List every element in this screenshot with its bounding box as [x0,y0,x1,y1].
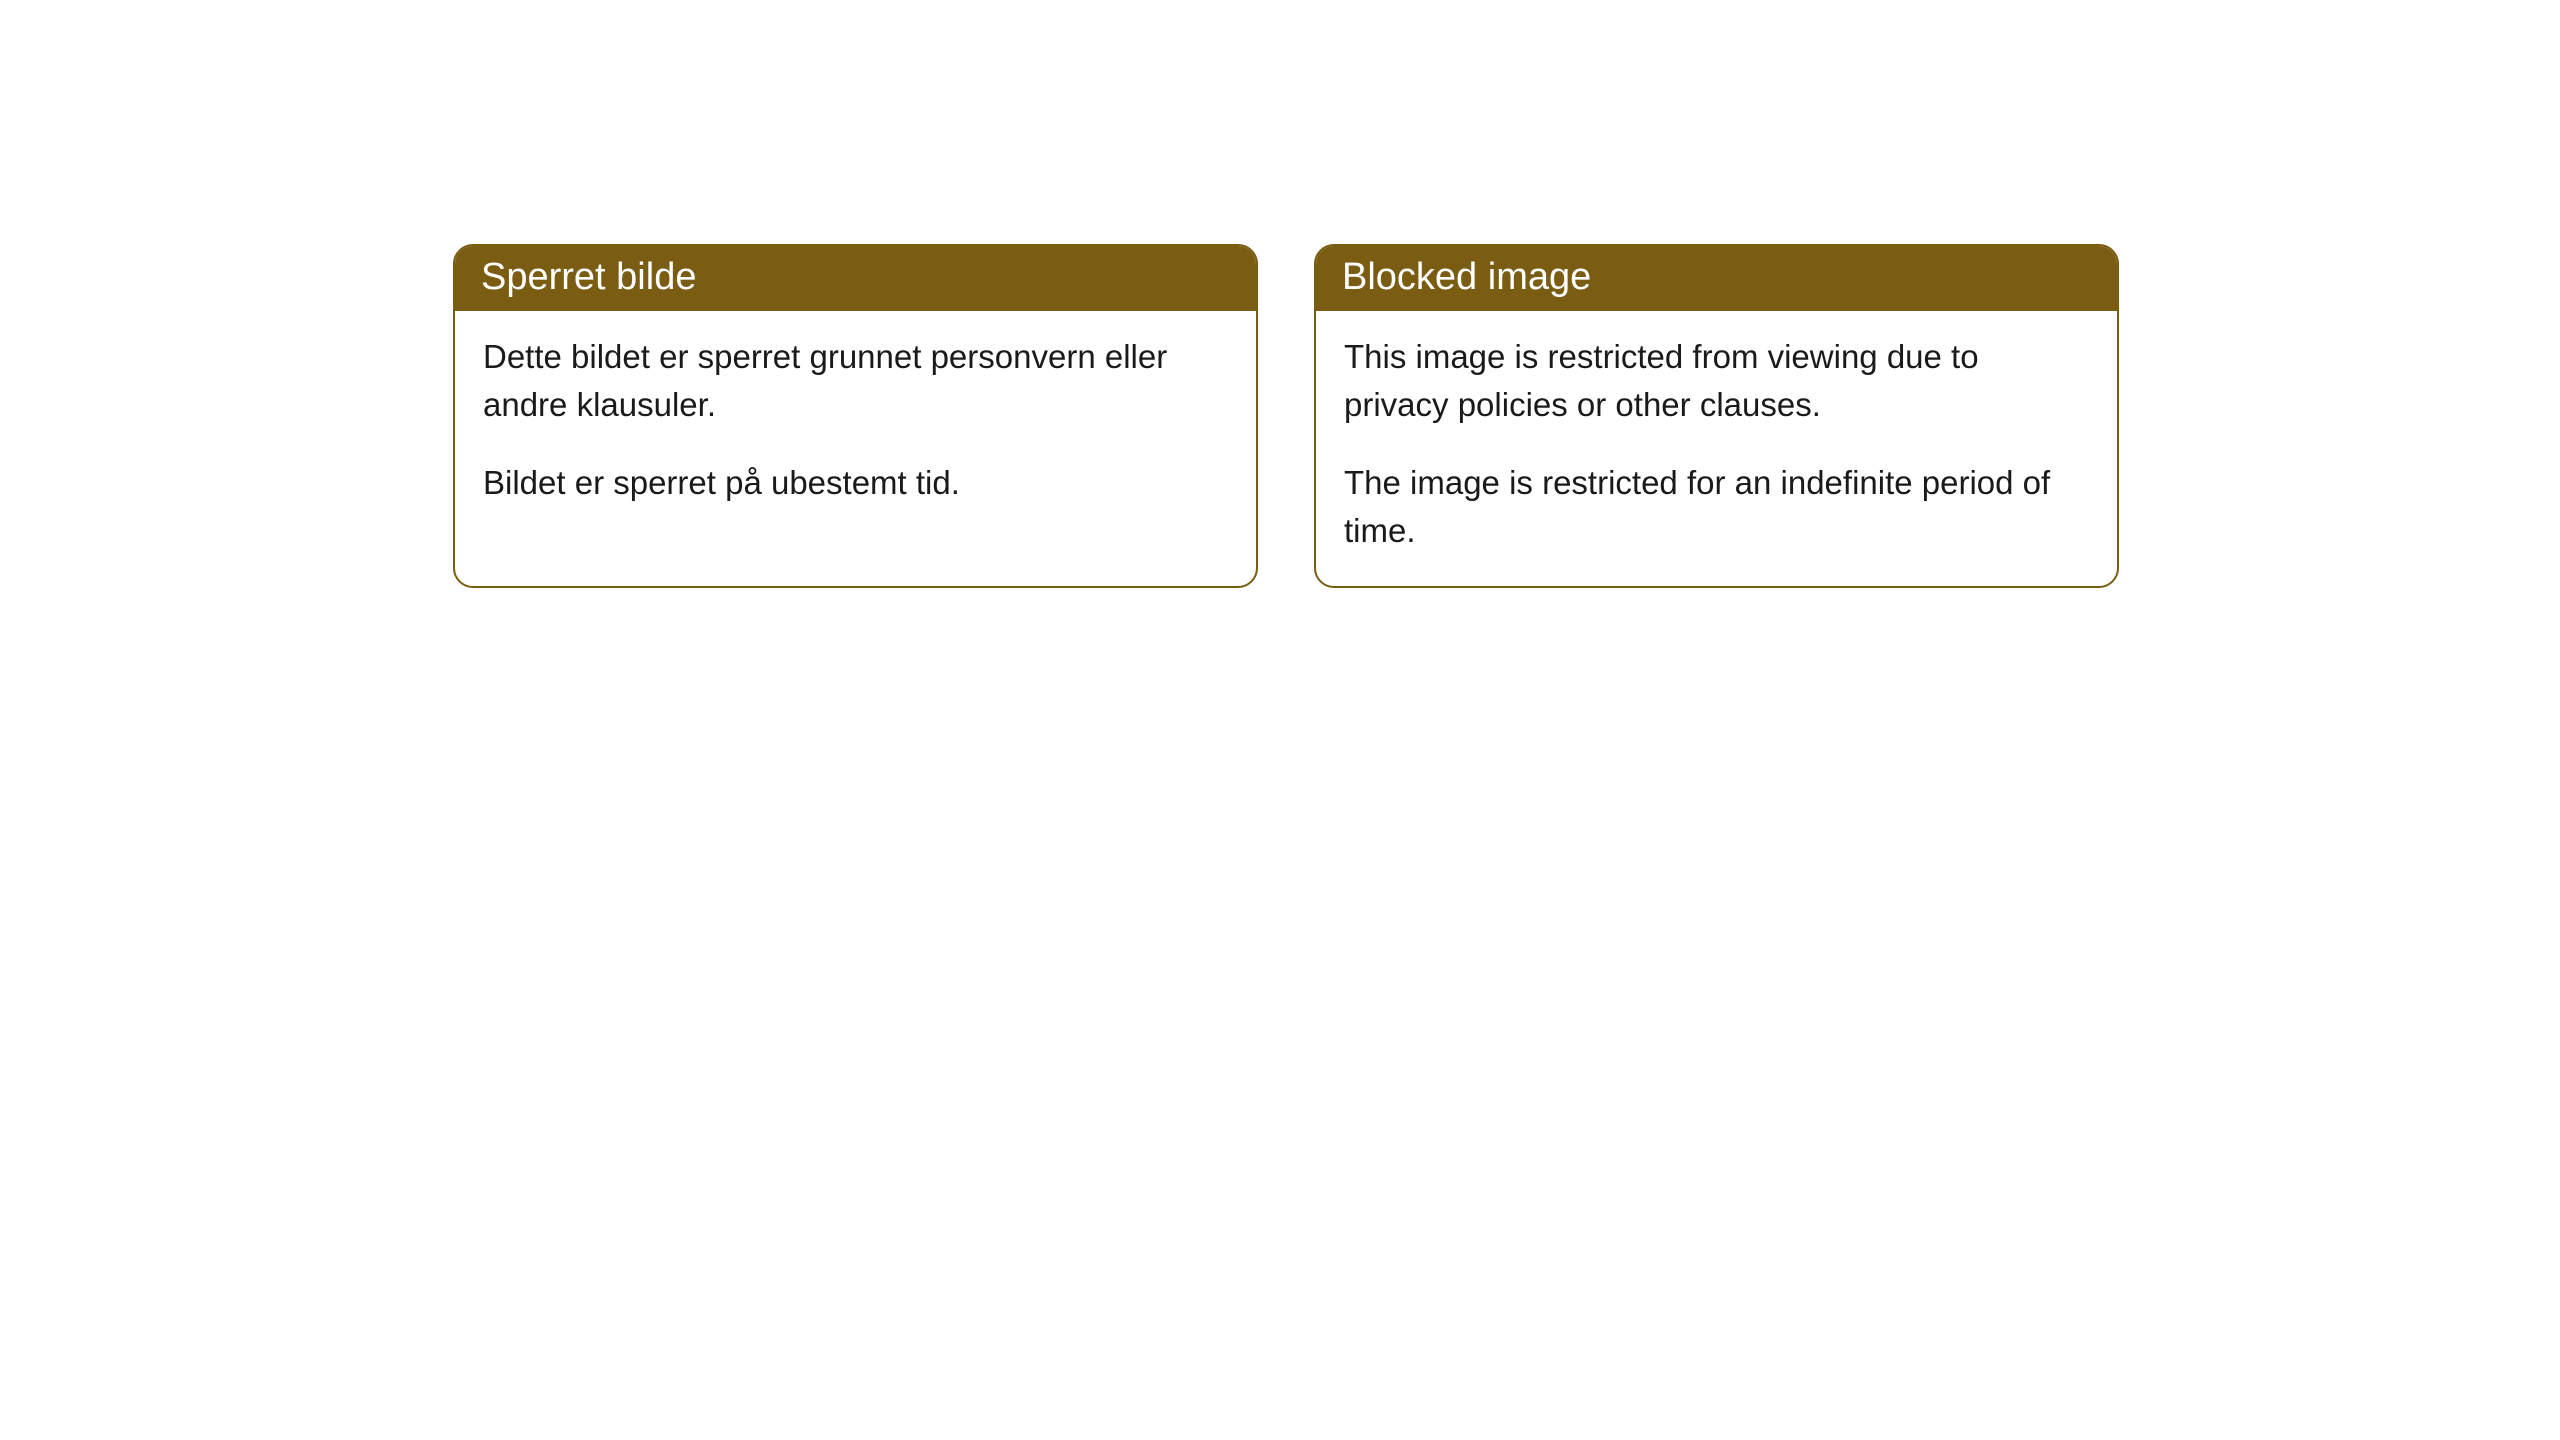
notice-card-norwegian: Sperret bilde Dette bildet er sperret gr… [453,244,1258,588]
card-body: Dette bildet er sperret grunnet personve… [455,311,1256,539]
card-paragraph: The image is restricted for an indefinit… [1344,459,2089,555]
card-header: Sperret bilde [455,246,1256,311]
card-body: This image is restricted from viewing du… [1316,311,2117,586]
card-paragraph: Dette bildet er sperret grunnet personve… [483,333,1228,429]
card-paragraph: Bildet er sperret på ubestemt tid. [483,459,1228,507]
notice-cards-container: Sperret bilde Dette bildet er sperret gr… [453,244,2119,588]
card-title: Blocked image [1342,256,1591,298]
notice-card-english: Blocked image This image is restricted f… [1314,244,2119,588]
card-paragraph: This image is restricted from viewing du… [1344,333,2089,429]
card-header: Blocked image [1316,246,2117,311]
card-title: Sperret bilde [481,256,696,298]
